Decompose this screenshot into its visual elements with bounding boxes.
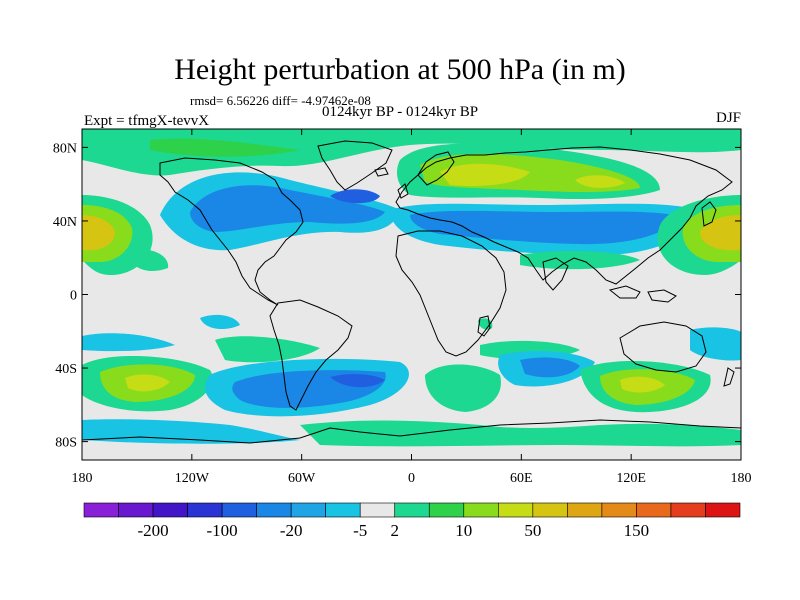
colorbar-label: 2 bbox=[390, 521, 399, 540]
colorbar-labels: -200 -100 -20 -5 2 10 50 150 bbox=[137, 521, 649, 540]
colorbar-swatch bbox=[187, 502, 223, 518]
contour-sh-ind-blue-mid bbox=[520, 357, 580, 378]
page-title: Height perturbation at 500 hPa (in m) bbox=[174, 53, 626, 86]
contour-blue-deep bbox=[330, 189, 380, 204]
coast-madagascar bbox=[477, 315, 491, 337]
contour-eurasia-blue-mid bbox=[410, 210, 680, 245]
lat-tick-label: 40S bbox=[55, 362, 77, 377]
colorbar-label: -100 bbox=[207, 521, 238, 540]
lon-tick-label: 120E bbox=[616, 471, 646, 486]
coast-south-america bbox=[269, 299, 353, 411]
colorbar-swatch bbox=[118, 502, 154, 518]
coast-antarctica bbox=[82, 419, 741, 444]
contour-pacific-west-orange bbox=[700, 215, 741, 251]
colorbar-label: 10 bbox=[455, 521, 472, 540]
contour-green-north-2 bbox=[150, 138, 300, 157]
experiment-label: Expt = tfmgX-tevvX bbox=[84, 113, 210, 129]
stats-line: rmsd= 6.56226 diff= -4.97462e-08 bbox=[190, 93, 371, 108]
colorbar-swatch bbox=[290, 502, 326, 518]
colorbar-swatch bbox=[428, 502, 465, 518]
axis-ticks bbox=[81, 129, 742, 460]
colorbar-label: 150 bbox=[624, 521, 650, 540]
coast-scandinavia bbox=[417, 151, 455, 186]
lat-tick-label: 80S bbox=[55, 436, 77, 451]
longitude-labels: 180 120W 60W 0 60E 120E 180 bbox=[72, 471, 752, 486]
lon-tick-label: 60E bbox=[510, 471, 533, 486]
contour-sh-atl-blue-deep bbox=[330, 374, 385, 388]
contour-blue-mid bbox=[190, 185, 385, 232]
colorbar-swatch bbox=[325, 502, 361, 518]
contour-green-north bbox=[82, 129, 741, 176]
contour-antarctic-green bbox=[300, 420, 741, 447]
lon-tick-label: 120W bbox=[175, 471, 210, 486]
lon-tick-label: 180 bbox=[72, 471, 93, 486]
coast-british-isles bbox=[397, 183, 409, 199]
coast-indonesia-1 bbox=[608, 285, 641, 299]
lat-tick-label: 40N bbox=[53, 215, 77, 230]
coast-eurasia bbox=[395, 146, 733, 285]
colorbar-swatch bbox=[463, 502, 499, 518]
colorbar-swatch bbox=[705, 502, 741, 518]
coast-north-america bbox=[159, 157, 304, 306]
contour-eurasia-yellow bbox=[440, 163, 530, 187]
colorbar-swatch bbox=[221, 502, 257, 518]
contour-sh-pac-yellow bbox=[125, 374, 170, 392]
coastlines bbox=[82, 140, 741, 444]
contour-sh-aus-blue bbox=[690, 327, 741, 361]
colorbar-swatch bbox=[670, 502, 706, 518]
colorbar-swatch bbox=[601, 502, 637, 518]
season-label: DJF bbox=[715, 110, 741, 126]
colorbar-swatch bbox=[256, 502, 292, 518]
colorbar-swatch bbox=[567, 502, 603, 518]
contour-subtrop-green-1 bbox=[125, 248, 169, 271]
colorbar-swatch bbox=[394, 502, 430, 518]
lat-tick-label: 80N bbox=[53, 141, 77, 156]
colorbar-swatch bbox=[636, 502, 672, 518]
height-contours bbox=[82, 129, 741, 447]
colorbar bbox=[83, 502, 741, 518]
coast-new-zealand bbox=[723, 367, 735, 387]
coast-africa bbox=[395, 230, 507, 357]
contour-sh-ind-green-1 bbox=[425, 364, 501, 412]
colorbar-label: 50 bbox=[524, 521, 541, 540]
lat-tick-label: 0 bbox=[70, 289, 77, 304]
map-panel: 80N 40N 0 40S 80S 180 120W 60W 0 60E 120E 180 bbox=[53, 128, 752, 486]
lon-tick-label: 180 bbox=[731, 471, 752, 486]
latitude-labels: 80N 40N 0 40S 80S bbox=[53, 141, 77, 450]
colorbar-swatch bbox=[152, 502, 188, 518]
contour-sh-aus-yellow bbox=[620, 376, 665, 393]
coast-japan bbox=[701, 201, 717, 227]
contour-sh-sam-green bbox=[215, 336, 320, 363]
colorbar-swatch bbox=[359, 502, 396, 518]
colorbar-label: -200 bbox=[137, 521, 168, 540]
lon-tick-label: 60W bbox=[288, 471, 316, 486]
lon-tick-label: 0 bbox=[408, 471, 415, 486]
contour-pacific-east-orange bbox=[82, 215, 115, 251]
coast-indonesia-2 bbox=[647, 289, 677, 303]
colorbar-swatch bbox=[532, 502, 568, 518]
coast-india bbox=[542, 257, 569, 291]
colorbar-label: -5 bbox=[353, 521, 367, 540]
coast-greenland bbox=[317, 140, 393, 191]
colorbar-swatch bbox=[498, 502, 534, 518]
contour-eurasia-yellow-2 bbox=[575, 175, 625, 188]
period-label: 0124kyr BP - 0124kyr BP bbox=[322, 104, 479, 120]
contour-tropics-blue-1 bbox=[200, 314, 240, 330]
coast-australia bbox=[619, 321, 707, 373]
colorbar-swatch bbox=[83, 502, 119, 518]
coast-iceland bbox=[374, 167, 389, 177]
contour-sh-pac-blue bbox=[82, 333, 175, 352]
colorbar-label: -20 bbox=[280, 521, 303, 540]
